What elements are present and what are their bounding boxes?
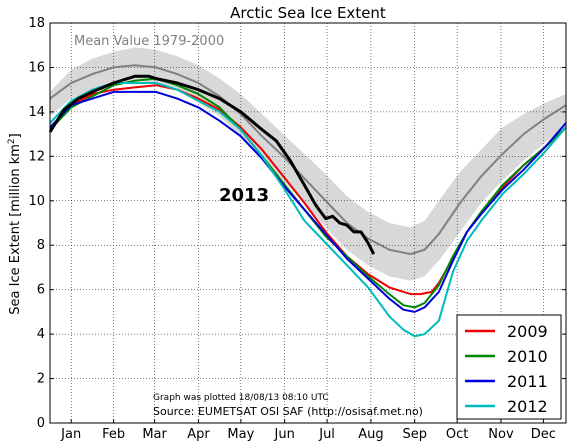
legend-label-2011: 2011 xyxy=(507,372,548,391)
data-source: Source: EUMETSAT OSI SAF (http://osisaf.… xyxy=(153,405,423,418)
x-tick-label: Oct xyxy=(446,427,468,441)
x-tick-label: Jun xyxy=(274,427,295,441)
y-axis-label: Sea Ice Extent [million km2] xyxy=(7,133,23,314)
series-line-mean xyxy=(49,64,567,256)
y-tick-label: 16 xyxy=(28,60,45,75)
x-tick-label: Nov xyxy=(488,427,514,441)
plot-frame xyxy=(49,22,567,424)
legend-label-2012: 2012 xyxy=(507,397,548,416)
series-label-2013: 2013 xyxy=(219,185,269,206)
y-tick-label: 4 xyxy=(37,327,45,342)
legend-label-2010: 2010 xyxy=(507,347,548,366)
x-tick-label: Feb xyxy=(102,427,125,441)
series-line-2013 xyxy=(48,74,376,255)
mean-value-label: Mean Value 1979-2000 xyxy=(74,34,224,49)
legend-label-2009: 2009 xyxy=(507,322,548,341)
x-tick-label: Jul xyxy=(318,427,335,441)
x-tick-label: Jan xyxy=(60,427,81,441)
plot-timestamp: Graph was plotted 18/08/13 08:10 UTC xyxy=(153,393,329,403)
y-tick-label: 12 xyxy=(28,149,45,164)
y-tick-label: 0 xyxy=(37,416,45,431)
x-tick-label: Apr xyxy=(187,427,210,441)
x-tick-label: May xyxy=(227,427,254,441)
series-line-2012 xyxy=(49,82,567,338)
legend-box xyxy=(456,314,562,420)
y-tick-label: 8 xyxy=(37,238,45,253)
axes: 0 2 4 6 8 10 12 14 16 18 Jan Feb Mar Apr May Jun Jul Aug S… xyxy=(28,16,566,441)
chart-title: Arctic Sea Ice Extent xyxy=(230,4,386,22)
y-tick-label: 2 xyxy=(37,372,45,387)
x-tick-label: Aug xyxy=(358,427,383,441)
x-tick-label: Mar xyxy=(142,427,167,441)
series-layer xyxy=(48,64,567,338)
range-band-layer xyxy=(50,47,566,281)
y-tick-label: 18 xyxy=(28,16,45,31)
range-band xyxy=(50,47,566,281)
y-tick-label: 10 xyxy=(28,194,45,209)
legend: 2009 2010 2011 2012 xyxy=(456,314,562,420)
x-tick-label: Dec xyxy=(531,427,556,441)
x-tick-label: Sep xyxy=(402,427,427,441)
series-line-2011 xyxy=(49,90,567,313)
y-tick-label: 14 xyxy=(28,105,45,120)
y-tick-label: 6 xyxy=(37,283,45,298)
